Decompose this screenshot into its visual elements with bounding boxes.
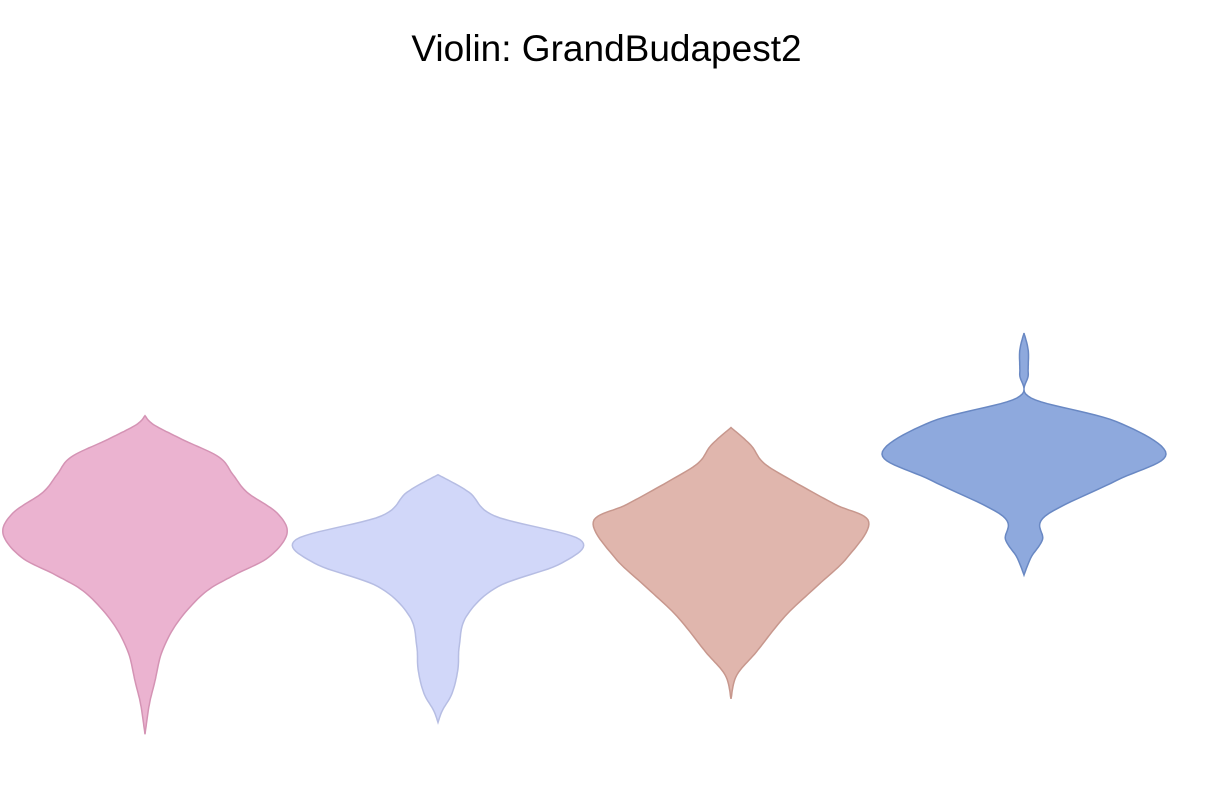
violin-1 [2,414,288,735]
violin-3 [592,426,870,700]
violin-4 [881,332,1167,578]
violin-2 [291,473,585,725]
chart-title: Violin: GrandBudapest2 [411,28,802,69]
